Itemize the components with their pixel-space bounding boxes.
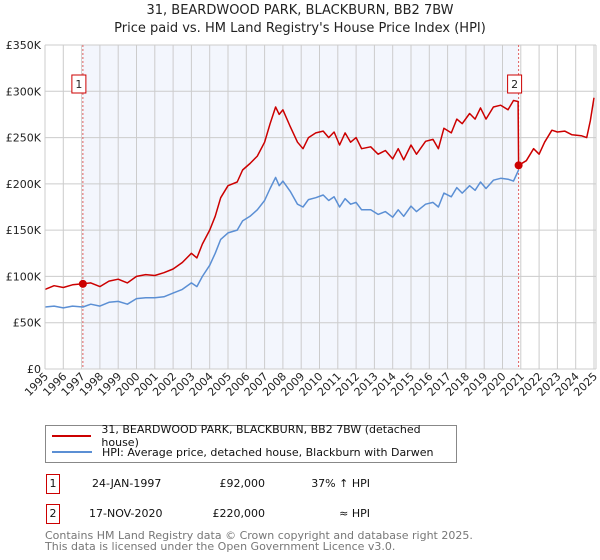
y-tick-label: £350K — [6, 39, 42, 52]
legend-swatch-blue — [52, 451, 92, 453]
legend: 31, BEARDWOOD PARK, BLACKBURN, BB2 7BW (… — [45, 423, 457, 463]
legend-swatch-red — [52, 435, 92, 437]
footer: Contains HM Land Registry data © Crown c… — [45, 530, 473, 552]
annotation-box — [71, 74, 87, 94]
chart-subtitle: Price paid vs. HM Land Registry's House … — [114, 21, 486, 36]
hpi-line — [44, 169, 520, 309]
price-paid-line — [44, 97, 595, 291]
sale-date: 24-JAN-1997 — [92, 477, 162, 490]
annotation-label: 2 — [511, 78, 518, 91]
footer-line: This data is licensed under the Open Gov… — [45, 540, 396, 553]
sale-marker-box: 1 — [46, 474, 60, 494]
sale-hpi: 37% ↑ HPI — [311, 477, 370, 490]
sale-price: £220,000 — [212, 507, 266, 520]
y-tick-label: £150K — [6, 224, 42, 237]
legend-item-property: 31, BEARDWOOD PARK, BLACKBURN, BB2 7BW (… — [52, 423, 456, 449]
legend-item-hpi: HPI: Average price, detached house, Blac… — [52, 444, 433, 460]
sale-price: £92,000 — [219, 477, 266, 490]
legend-label: 31, BEARDWOOD PARK, BLACKBURN, BB2 7BW (… — [101, 423, 421, 449]
legend-label: HPI: Average price, detached house, Blac… — [102, 445, 434, 459]
sale-hpi: ≈ HPI — [339, 507, 370, 520]
sale-row: 2 17-NOV-2020 £220,000 ≈ HPI — [46, 504, 446, 526]
sale-date: 17-NOV-2020 — [89, 507, 163, 520]
annotation-label: 1 — [75, 78, 82, 91]
y-tick-label: £300K — [6, 85, 42, 98]
y-tick-label: £250K — [6, 132, 42, 145]
y-tick-label: £50K — [13, 317, 42, 330]
annotation-box — [507, 74, 523, 94]
footer-line: Contains HM Land Registry data © Crown c… — [45, 529, 473, 542]
y-tick-label: £100K — [6, 270, 42, 283]
sale-point — [514, 161, 523, 170]
y-tick-label: £0 — [27, 363, 41, 376]
plot-area: 1995199619971998199920002001200220032004… — [6, 39, 600, 399]
sale-point — [78, 279, 87, 288]
sale-marker-box: 2 — [46, 504, 60, 524]
chart-title: 31, BEARDWOOD PARK, BLACKBURN, BB2 7BW — [146, 3, 454, 18]
y-tick-label: £200K — [6, 178, 42, 191]
sale-row: 1 24-JAN-1997 £92,000 37% ↑ HPI — [46, 474, 446, 496]
